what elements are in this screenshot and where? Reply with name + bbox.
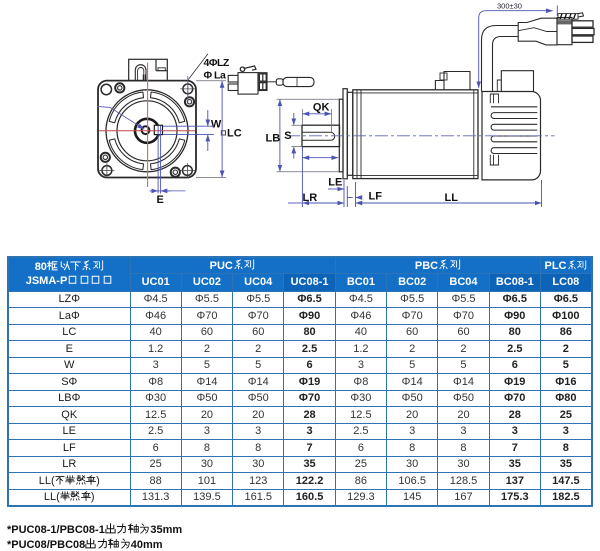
svg-text:LL: LL: [445, 192, 459, 204]
svg-text:LE: LE: [328, 177, 342, 189]
svg-text:W: W: [211, 119, 222, 131]
svg-text:QK: QK: [313, 102, 330, 114]
svg-text:LB: LB: [266, 133, 281, 145]
svg-text:300±30: 300±30: [497, 2, 522, 11]
svg-text:LF: LF: [369, 191, 383, 203]
svg-text:LC: LC: [227, 128, 242, 140]
svg-text:E: E: [157, 194, 164, 206]
svg-text:S: S: [284, 130, 291, 142]
svg-text:4ΦLZ: 4ΦLZ: [204, 57, 230, 69]
svg-text:LR: LR: [303, 192, 318, 204]
svg-text:Φ La: Φ La: [204, 70, 226, 82]
